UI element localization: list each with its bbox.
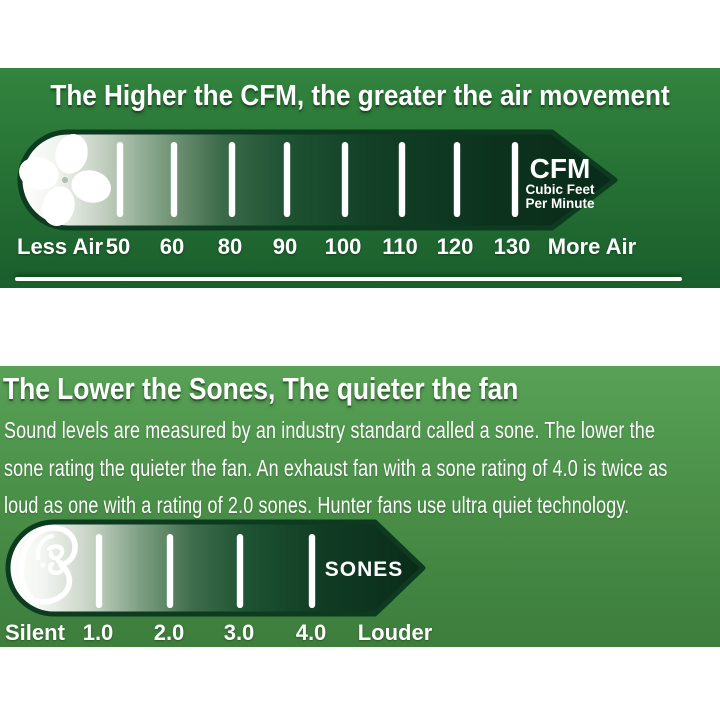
sones-scale-bar: SONES: [5, 519, 426, 617]
tick-mark: [95, 534, 103, 608]
ear-icon: [18, 525, 78, 605]
sones-value-label: 3.0: [223, 620, 255, 645]
tick-mark: [308, 534, 316, 608]
cfm-more-air-label: More Air: [547, 234, 637, 259]
cfm-value-label: 80: [217, 234, 243, 259]
sones-description: Sound levels are measured by an industry…: [4, 412, 720, 525]
tick-mark: [341, 142, 349, 217]
sones-description-line: Sound levels are measured by an industry…: [4, 417, 656, 443]
sones-louder-label: Louder: [357, 620, 433, 645]
tick-mark: [453, 142, 461, 217]
sones-tick-marks: [95, 534, 316, 608]
sones-arrow-shape: [5, 519, 426, 617]
cfm-title-row: The Higher the CFM, the greater the air …: [0, 80, 720, 113]
tick-mark: [116, 142, 124, 217]
cfm-tick-marks: [116, 142, 519, 217]
cfm-panel: The Higher the CFM, the greater the air …: [0, 68, 720, 288]
cfm-value-label: 90: [272, 234, 298, 259]
cfm-value-label: 100: [324, 234, 362, 259]
tick-mark: [398, 142, 406, 217]
cfm-value-label: 50: [105, 234, 131, 259]
tick-mark: [228, 142, 236, 217]
cfm-panel-title: The Higher the CFM, the greater the air …: [50, 80, 670, 112]
cfm-unit-label: CFM: [530, 153, 591, 184]
cfm-scale-labels: Less Air 50 60 80 90 100 110 120 130 Mor…: [0, 232, 720, 262]
tick-mark: [511, 142, 519, 217]
fan-icon: [19, 134, 111, 226]
tick-mark: [283, 142, 291, 217]
tick-mark: [236, 534, 244, 608]
sones-panel: The Lower the Sones, The quieter the fan…: [0, 366, 720, 647]
divider-line: [15, 277, 682, 281]
cfm-value-label: 110: [382, 234, 418, 259]
sones-silent-label: Silent: [5, 620, 65, 645]
sones-value-label: 4.0: [295, 620, 327, 645]
cfm-less-air-label: Less Air: [17, 234, 104, 259]
sones-value-label: 1.0: [82, 620, 114, 645]
tick-mark: [170, 142, 178, 217]
cfm-scale-bar: CFM Cubic Feet Per Minute: [17, 129, 618, 231]
cfm-value-label: 120: [436, 234, 474, 259]
sones-scale-labels: Silent 1.0 2.0 3.0 4.0 Louder: [0, 618, 720, 648]
cfm-unit-sub1: Cubic Feet: [525, 182, 595, 197]
sones-description-line: sone rating the quieter the fan. An exha…: [4, 454, 668, 481]
tick-mark: [166, 534, 174, 608]
cfm-value-label: 130: [493, 234, 531, 259]
sones-description-line: loud as one with a rating of 2.0 sones. …: [4, 492, 630, 518]
sones-value-label: 2.0: [153, 620, 185, 645]
cfm-unit-sub2: Per Minute: [525, 196, 595, 211]
sones-unit-label: SONES: [325, 558, 404, 581]
cfm-value-label: 60: [159, 234, 185, 259]
sones-panel-title: The Lower the Sones, The quieter the fan: [3, 371, 519, 406]
cfm-arrow-shape: [17, 129, 618, 231]
